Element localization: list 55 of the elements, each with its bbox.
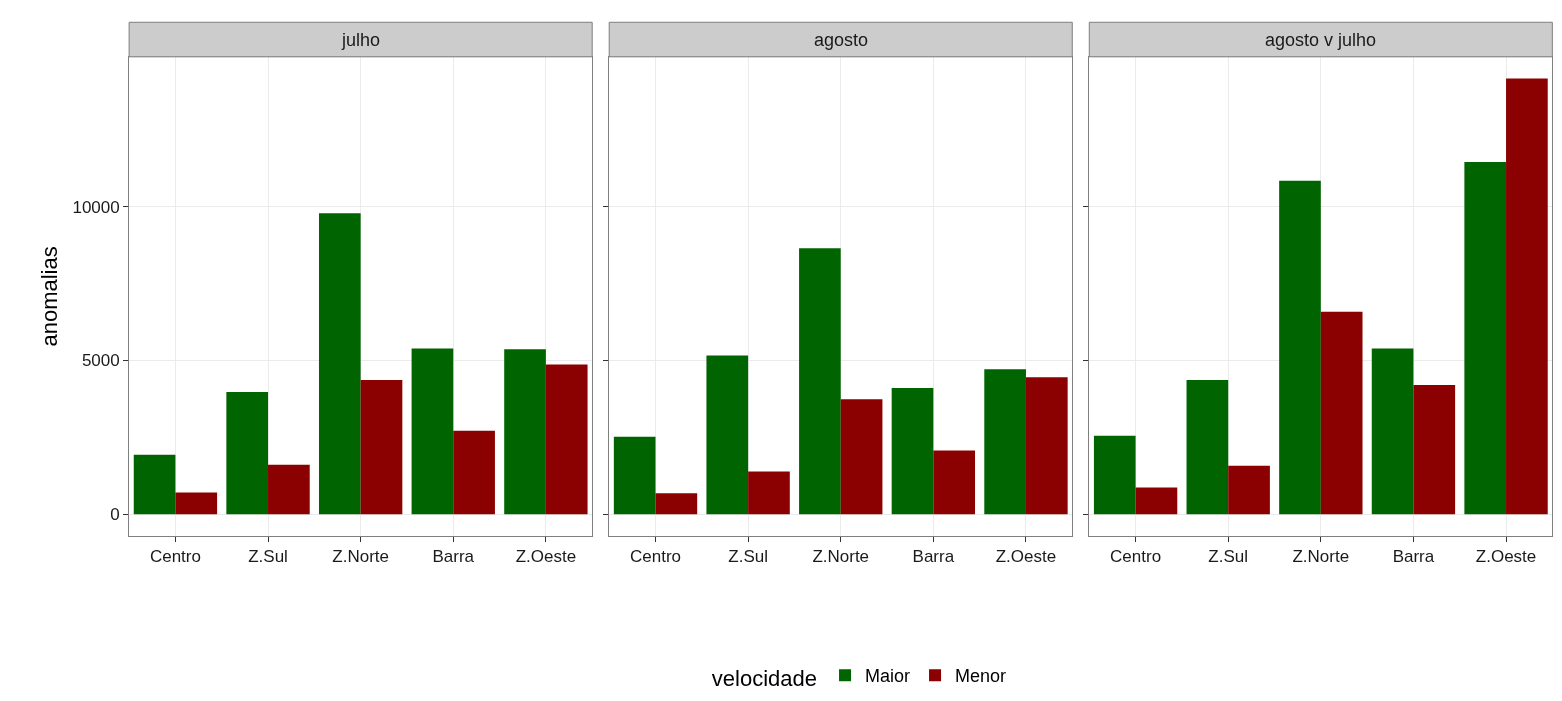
x-tick-label: Barra — [1392, 547, 1435, 567]
legend-label: Maior — [865, 666, 911, 687]
bar — [706, 355, 749, 515]
y-tick-label: 0 — [110, 505, 120, 525]
x-tick-label: Centro — [630, 547, 682, 567]
bar — [360, 380, 403, 515]
legend-title: velocidade — [711, 665, 818, 691]
x-tick-label: Barra — [432, 547, 475, 567]
x-tick-label: Z.Norte — [332, 547, 389, 567]
x-tick-label: Z.Sul — [248, 547, 288, 567]
x-tick-label: Centro — [149, 547, 201, 567]
bar — [133, 454, 176, 515]
bar — [226, 392, 269, 515]
x-tick-label: Z.Sul — [1208, 547, 1249, 567]
bar — [1186, 380, 1229, 515]
bar — [1279, 180, 1321, 515]
chart-title: agosto v julho — [1265, 30, 1377, 50]
bar — [984, 369, 1026, 515]
legend-label: Menor — [955, 666, 1007, 687]
x-tick-label: Z.Oeste — [1475, 547, 1537, 567]
bar — [175, 492, 218, 515]
y-tick-label: 10000 — [72, 197, 120, 217]
bar — [268, 464, 310, 515]
bar — [504, 349, 546, 515]
bar — [1093, 435, 1136, 515]
bar — [453, 430, 495, 515]
x-tick-label: Z.Oeste — [995, 547, 1057, 567]
x-tick-label: Z.Norte — [812, 547, 870, 567]
bar — [411, 348, 454, 515]
bar — [655, 493, 698, 515]
chart-title: agosto — [814, 30, 869, 50]
bar — [1413, 385, 1456, 515]
bar — [613, 436, 656, 515]
y-tick-label: 5000 — [81, 351, 120, 371]
x-tick-label: Z.Norte — [1292, 547, 1350, 567]
chart-title: julho — [341, 30, 381, 50]
bar — [1371, 348, 1414, 515]
bar — [1135, 487, 1178, 515]
x-tick-label: Z.Sul — [728, 547, 768, 567]
bar — [840, 399, 883, 515]
bar — [1320, 311, 1363, 515]
bar — [748, 471, 790, 515]
bar — [1506, 78, 1548, 515]
x-tick-label: Z.Oeste — [515, 547, 577, 567]
bar — [545, 364, 588, 515]
bar — [933, 450, 976, 515]
bar — [1464, 161, 1507, 515]
bar — [891, 388, 934, 515]
y-axis-title: anomalias — [37, 246, 63, 347]
x-tick-label: Barra — [912, 547, 955, 567]
bar — [1228, 465, 1270, 515]
bar — [1025, 377, 1068, 515]
x-tick-label: Centro — [1110, 547, 1162, 567]
bar — [318, 213, 361, 515]
bar — [799, 248, 841, 515]
